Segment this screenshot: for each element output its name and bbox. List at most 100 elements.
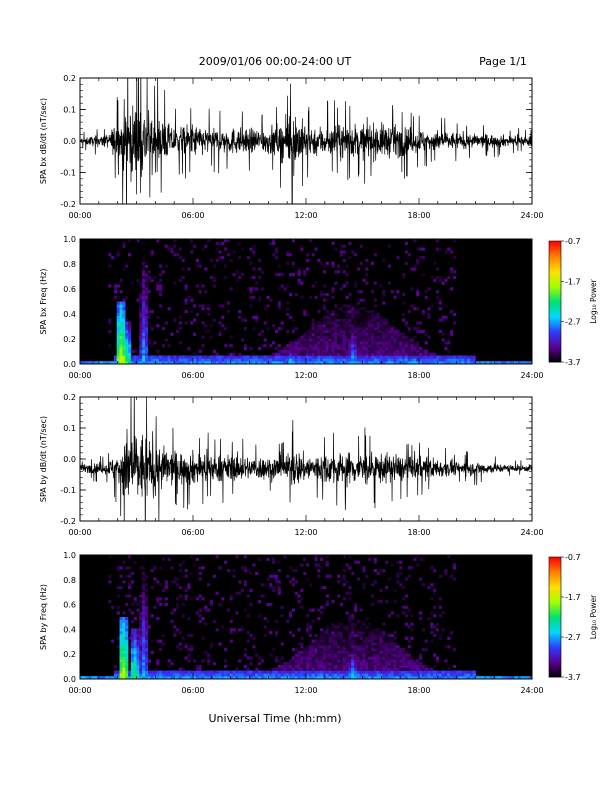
spectrogram-cell: [433, 653, 437, 657]
spectrogram-cell: [331, 676, 335, 680]
spectrogram-cell: [387, 656, 392, 660]
spectrogram-cell: [116, 307, 120, 311]
spectrogram-cell: [249, 290, 253, 294]
spectrogram-cell: [173, 631, 177, 635]
spectrogram-cell: [345, 324, 349, 328]
spectrogram-cell: [325, 338, 329, 342]
spectrogram-cell: [337, 653, 341, 657]
spectrogram-cell: [331, 645, 335, 649]
spectrogram-cell: [306, 662, 310, 666]
spectrogram-cell: [407, 676, 411, 680]
spectrogram-cell: [113, 361, 118, 365]
spectrogram-cell: [289, 349, 293, 353]
spectrogram-cell: [356, 659, 360, 663]
spectrogram-cell: [286, 352, 290, 356]
spectrogram-cell: [173, 608, 177, 612]
spectrogram-cell: [232, 358, 236, 362]
spectrogram-cell: [238, 275, 242, 280]
spectrogram-cell: [348, 667, 352, 671]
spectrogram-cell: [187, 648, 191, 652]
spectrogram-cell: [263, 321, 267, 325]
spectrogram-cell: [317, 355, 321, 359]
spectrogram-cell: [113, 358, 118, 362]
spectrogram-cell: [334, 631, 338, 635]
spectrogram-cell: [421, 361, 425, 365]
spectrogram-cell: [113, 670, 118, 674]
spectrogram-cell: [370, 659, 375, 663]
spectrogram-cell: [291, 327, 296, 331]
spectrogram-cell: [167, 244, 171, 248]
spectrogram-cell: [362, 670, 366, 674]
spectrogram-cell: [181, 614, 185, 618]
colorbar-swatch: [549, 659, 561, 662]
spectrogram-cell: [373, 656, 377, 660]
spectrogram-cell: [345, 361, 349, 365]
spectrogram-cell: [201, 361, 205, 365]
spectrogram-cell: [218, 673, 222, 677]
spectrogram-cell: [116, 324, 120, 328]
page-number: Page 1/1: [479, 55, 527, 68]
spectrogram-cell: [184, 301, 188, 305]
spectrogram-cell: [119, 664, 123, 669]
spectrogram-cell: [373, 664, 377, 669]
y-tick-label: -0.1: [60, 169, 76, 178]
spectrogram-cell: [359, 298, 363, 302]
spectrogram-cell: [139, 284, 143, 288]
spectrogram-cell: [345, 346, 349, 351]
spectrogram-cell: [441, 670, 445, 674]
spectrogram-cell: [345, 645, 349, 649]
spectrogram-cell: [187, 653, 191, 657]
spectrogram-cell: [184, 310, 188, 314]
spectrogram-cell: [241, 566, 245, 570]
spectrogram-cell: [119, 315, 123, 319]
spectrogram-cell: [427, 617, 431, 621]
spectrogram-cell: [142, 586, 146, 590]
spectrogram-cell: [438, 307, 442, 311]
colorbar-swatch: [549, 651, 561, 654]
spectrogram-cell: [300, 355, 304, 359]
spectrogram-cell: [345, 631, 349, 635]
spectrogram-cell: [144, 301, 149, 305]
spectrogram-cell: [421, 667, 425, 671]
spectrogram-cell: [433, 261, 437, 265]
spectrogram-cell: [269, 602, 273, 607]
spectrogram-cell: [345, 622, 349, 626]
spectrogram-cell: [147, 625, 151, 629]
spectrogram-cell: [328, 642, 332, 646]
spectrogram-cell: [348, 622, 352, 626]
spectrogram-cell: [359, 318, 363, 322]
spectrogram-cell: [291, 341, 296, 345]
spectrogram-cell: [376, 662, 380, 666]
spectrogram-cell: [297, 281, 301, 285]
spectrogram-cell: [325, 664, 329, 669]
spectrogram-cell: [416, 667, 420, 671]
spectrogram-cell: [142, 676, 146, 680]
spectrogram-cell: [373, 312, 377, 316]
spectrogram-cell: [399, 346, 403, 351]
spectrogram-cell: [393, 346, 397, 351]
spectrogram-cell: [122, 324, 126, 328]
spectrogram-cell: [373, 335, 377, 339]
spectrogram-cell: [136, 656, 140, 660]
spectrogram-cell: [362, 659, 366, 663]
spectrogram-cell: [325, 642, 329, 646]
spectrogram-cell: [119, 349, 123, 353]
colorbar-frame: [548, 556, 562, 678]
spectrogram-cell: [221, 315, 225, 319]
spectrogram-cell: [142, 261, 146, 265]
spectrogram-cell: [209, 602, 214, 607]
spectrogram-cell: [187, 659, 191, 663]
spectrogram-cell: [331, 659, 335, 663]
spectrogram-cell: [373, 631, 377, 635]
spectrogram-cell: [142, 591, 146, 595]
spectrogram-cell: [156, 659, 160, 663]
spectrogram-cell: [257, 275, 262, 280]
spectrogram-cell: [294, 662, 298, 666]
spectrogram-cell: [212, 361, 216, 365]
spectrogram-cell: [198, 361, 202, 365]
spectrogram-cell: [399, 673, 403, 677]
spectrogram-cell: [370, 261, 375, 265]
spectrogram-cell: [212, 349, 216, 353]
spectrogram-cell: [122, 676, 126, 680]
spectrogram-cell: [147, 659, 151, 663]
